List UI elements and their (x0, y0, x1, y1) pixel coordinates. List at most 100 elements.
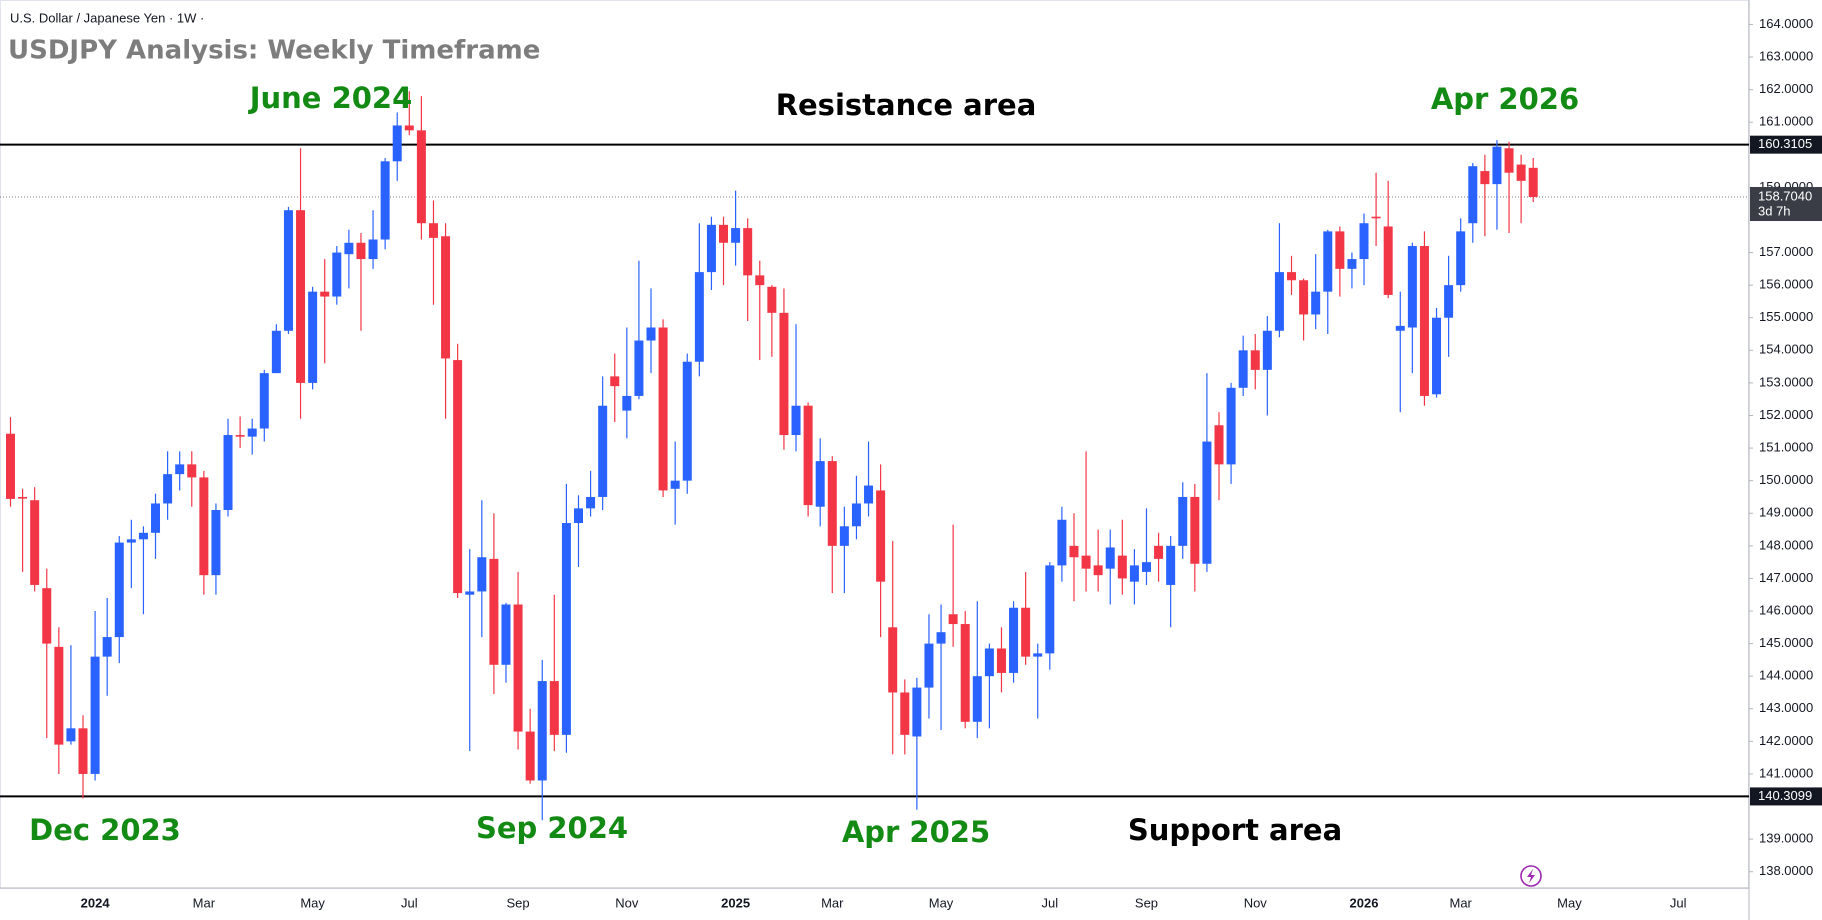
y-tick-label: 146.0000 (1759, 602, 1813, 617)
candle-body (948, 614, 958, 625)
candle-body (598, 405, 608, 497)
candle-body (199, 477, 209, 576)
candle-body (211, 509, 221, 576)
candle-body (670, 480, 680, 489)
y-tick-label: 147.0000 (1759, 570, 1813, 585)
candle-body (864, 485, 874, 504)
candle-body (1105, 547, 1115, 569)
candle-body (1311, 291, 1321, 315)
candle-body (441, 236, 451, 359)
candle-body (1456, 231, 1466, 286)
candle-body (1287, 272, 1297, 281)
y-tick-label: 144.0000 (1759, 668, 1813, 683)
y-tick-label: 149.0000 (1759, 505, 1813, 520)
candle-body (682, 361, 692, 481)
candle-body (1528, 167, 1538, 198)
candle-body (477, 557, 487, 592)
candle-body (1323, 231, 1333, 292)
candle-body (960, 624, 970, 722)
x-tick-label: Jul (1670, 895, 1687, 910)
y-tick-label: 153.0000 (1759, 374, 1813, 389)
candle-body (1250, 350, 1260, 370)
candle-body (1383, 226, 1393, 295)
candle-body (1166, 545, 1176, 585)
x-tick-label: 2026 (1350, 895, 1379, 910)
y-tick-label: 161.0000 (1759, 114, 1813, 129)
last-price-label: 158.7040 (1758, 188, 1812, 203)
candle-body (1226, 387, 1236, 465)
candle-body (586, 496, 596, 509)
level-label: 160.3105 (1758, 136, 1812, 151)
candle-body (296, 210, 306, 383)
candle-body (719, 224, 729, 243)
x-tick-label: May (300, 895, 325, 910)
candle-body (1117, 555, 1127, 579)
y-tick-label: 157.0000 (1759, 244, 1813, 259)
candle-body (658, 327, 668, 491)
candle-body (755, 275, 765, 286)
candle-body (549, 681, 559, 735)
x-tick-label: Sep (506, 895, 529, 910)
candle-body (465, 591, 475, 595)
candle-body (1178, 496, 1188, 546)
candle-body (610, 376, 620, 387)
alert-circle[interactable] (1520, 865, 1542, 887)
candle-body (876, 490, 886, 582)
y-tick-label: 162.0000 (1759, 81, 1813, 96)
candle-body (78, 728, 88, 774)
candle-body (126, 539, 136, 543)
candle-body (163, 474, 173, 504)
candle-body (1419, 246, 1429, 396)
candle-body (271, 330, 281, 374)
candle-body (1468, 166, 1478, 224)
candle-body (489, 558, 499, 665)
candle-body (320, 291, 330, 297)
candle-body (223, 435, 233, 510)
candle-body (1154, 545, 1164, 559)
y-tick-label: 141.0000 (1759, 765, 1813, 780)
candle-body (235, 435, 245, 437)
candle-body (537, 681, 547, 781)
candle-body (187, 464, 197, 478)
candle-body (1141, 562, 1151, 572)
candle-body (912, 687, 922, 737)
candle-body (731, 228, 741, 243)
candle-body (283, 210, 293, 331)
x-tick-label: Nov (615, 895, 639, 910)
candle-body (368, 239, 378, 260)
candle-body (815, 461, 825, 507)
candle-body (634, 340, 644, 396)
candle-body (356, 242, 366, 260)
candle-body (453, 360, 463, 594)
level-label: 140.3099 (1758, 788, 1812, 803)
candle-body (1516, 164, 1526, 181)
alert-bolt[interactable] (1527, 869, 1535, 883)
candle-body (1262, 330, 1272, 370)
candle-body (114, 542, 124, 638)
candle-body (513, 604, 523, 732)
candle-body (380, 161, 390, 240)
candle-body (888, 627, 898, 693)
candle-body (1009, 607, 1019, 673)
alert-icon[interactable] (1520, 865, 1542, 887)
x-tick-label: Nov (1244, 895, 1268, 910)
y-tick-label: 145.0000 (1759, 635, 1813, 650)
annotation: Apr 2026 (1431, 82, 1579, 116)
candle-body (1395, 325, 1405, 331)
candle-body (6, 433, 15, 499)
candle-body (694, 272, 704, 362)
candle-body (1274, 272, 1284, 331)
candle-body (90, 656, 100, 774)
candle-body (936, 632, 946, 644)
candle-body (308, 291, 318, 383)
y-tick-label: 154.0000 (1759, 342, 1813, 357)
candle-body (706, 224, 716, 273)
candle-body (767, 286, 777, 313)
candle-body (138, 532, 148, 540)
y-tick-label: 156.0000 (1759, 277, 1813, 292)
candle-body (1238, 350, 1248, 388)
candle-body (561, 523, 571, 735)
annotation: Apr 2025 (842, 815, 990, 849)
candle-body (1432, 317, 1442, 395)
